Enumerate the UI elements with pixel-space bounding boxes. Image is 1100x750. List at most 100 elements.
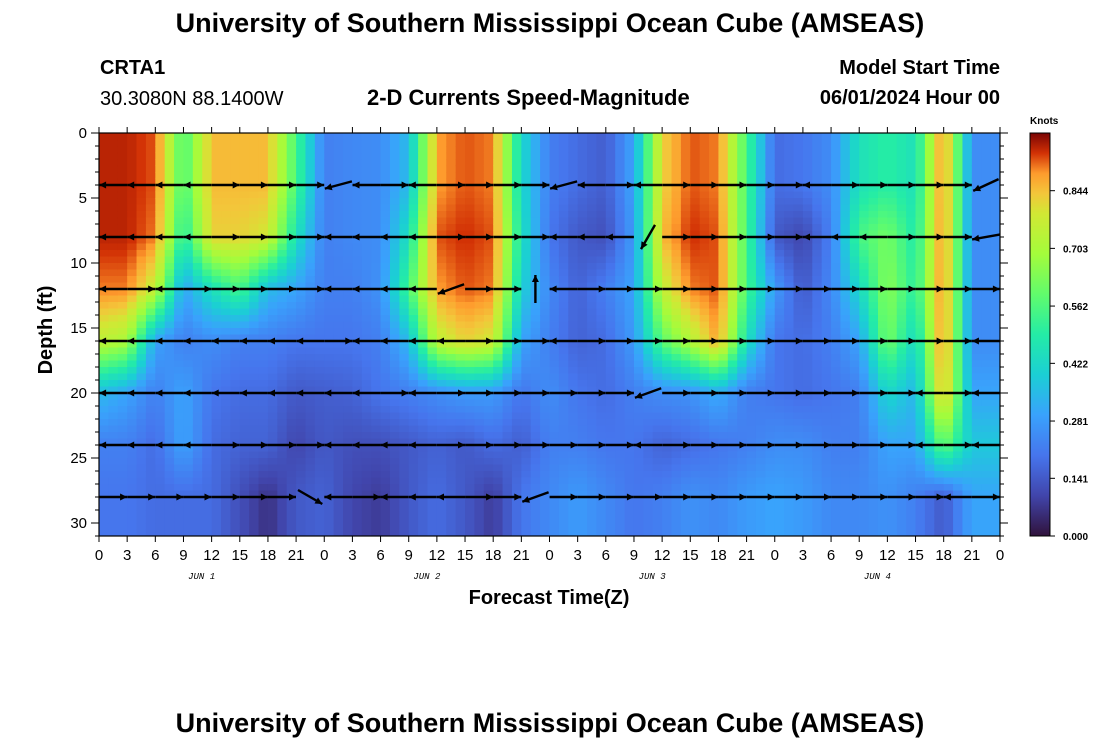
heatmap-cell xyxy=(192,393,203,401)
heatmap-cell xyxy=(511,503,522,511)
heatmap-cell xyxy=(427,224,438,232)
heatmap-cell xyxy=(277,510,288,518)
heatmap-cell xyxy=(99,432,109,440)
heatmap-cell xyxy=(183,380,194,388)
heatmap-cell xyxy=(117,139,128,147)
heatmap-cell xyxy=(352,185,363,193)
heatmap-cell xyxy=(418,308,429,316)
heatmap-cell xyxy=(483,529,494,536)
heatmap-cell xyxy=(549,191,560,199)
heatmap-cell xyxy=(699,341,710,349)
heatmap-cell xyxy=(99,198,109,206)
heatmap-cell xyxy=(136,224,147,232)
heatmap-cell xyxy=(746,432,757,440)
heatmap-cell xyxy=(690,185,701,193)
heatmap-cell xyxy=(333,471,344,479)
heatmap-cell xyxy=(483,503,494,511)
heatmap-cell xyxy=(408,289,419,297)
heatmap-cell xyxy=(296,315,307,323)
heatmap-cell xyxy=(296,367,307,375)
heatmap-cell xyxy=(117,269,128,277)
heatmap-cell xyxy=(333,432,344,440)
heatmap-cell xyxy=(117,471,128,479)
heatmap-cell xyxy=(577,243,588,251)
heatmap-cell xyxy=(521,386,532,394)
heatmap-cell xyxy=(755,445,766,453)
heatmap-cell xyxy=(333,172,344,180)
heatmap-cell xyxy=(737,464,748,472)
heatmap-cell xyxy=(465,237,476,245)
heatmap-cell xyxy=(793,191,804,199)
heatmap-cell xyxy=(427,263,438,271)
heatmap-cell xyxy=(821,425,832,433)
heatmap-cell xyxy=(821,406,832,414)
heatmap-cell xyxy=(502,477,513,485)
heatmap-cell xyxy=(202,458,213,466)
heatmap-cell xyxy=(99,425,109,433)
heatmap-cell xyxy=(727,282,738,290)
heatmap-cell xyxy=(521,165,532,173)
heatmap-cell xyxy=(577,191,588,199)
heatmap-cell xyxy=(314,503,325,511)
heatmap-cell xyxy=(737,198,748,206)
heatmap-cell xyxy=(587,172,598,180)
heatmap-cell xyxy=(427,146,438,154)
heatmap-cell xyxy=(540,308,551,316)
heatmap-cell xyxy=(793,406,804,414)
heatmap-cell xyxy=(418,191,429,199)
heatmap-cell xyxy=(718,347,729,355)
heatmap-cell xyxy=(784,516,795,524)
heatmap-cell xyxy=(446,523,457,531)
heatmap-cell xyxy=(793,282,804,290)
heatmap-cell xyxy=(549,380,560,388)
heatmap-cell xyxy=(371,380,382,388)
heatmap-cell xyxy=(286,198,297,206)
heatmap-cell xyxy=(793,315,804,323)
heatmap-cell xyxy=(192,146,203,154)
heatmap-cell xyxy=(192,341,203,349)
heatmap-cell xyxy=(746,139,757,147)
heatmap-cell xyxy=(408,477,419,485)
heatmap-cell xyxy=(408,490,419,498)
heatmap-cell xyxy=(286,471,297,479)
heatmap-cell xyxy=(671,133,682,141)
heatmap-cell xyxy=(802,139,813,147)
heatmap-cell xyxy=(436,276,447,284)
heatmap-cell xyxy=(305,386,316,394)
heatmap-cell xyxy=(127,497,138,505)
heatmap-cell xyxy=(530,334,541,342)
heatmap-cell xyxy=(352,204,363,212)
heatmap-cell xyxy=(746,464,757,472)
heatmap-cell xyxy=(314,224,325,232)
heatmap-cell xyxy=(352,380,363,388)
heatmap-cell xyxy=(802,159,813,167)
heatmap-cell xyxy=(502,360,513,368)
heatmap-cell xyxy=(652,237,663,245)
heatmap-cell xyxy=(352,471,363,479)
heatmap-cell xyxy=(286,211,297,219)
heatmap-cell xyxy=(174,315,185,323)
heatmap-cell xyxy=(511,406,522,414)
heatmap-cell xyxy=(127,334,138,342)
heatmap-cell xyxy=(305,438,316,446)
heatmap-cell xyxy=(784,282,795,290)
heatmap-cell xyxy=(624,490,635,498)
heatmap-cell xyxy=(380,445,391,453)
heatmap-cell xyxy=(136,165,147,173)
heatmap-cell xyxy=(286,159,297,167)
heatmap-cell xyxy=(793,347,804,355)
heatmap-cell xyxy=(183,464,194,472)
heatmap-cell xyxy=(784,497,795,505)
heatmap-cell xyxy=(314,529,325,536)
heatmap-cell xyxy=(277,328,288,336)
heatmap-cell xyxy=(699,406,710,414)
heatmap-cell xyxy=(746,165,757,173)
heatmap-cell xyxy=(812,347,823,355)
heatmap-cell xyxy=(314,152,325,160)
heatmap-cell xyxy=(418,412,429,420)
heatmap-cell xyxy=(671,523,682,531)
heatmap-cell xyxy=(249,224,260,232)
heatmap-cell xyxy=(662,289,673,297)
heatmap-cell xyxy=(371,419,382,427)
heatmap-cell xyxy=(239,152,250,160)
